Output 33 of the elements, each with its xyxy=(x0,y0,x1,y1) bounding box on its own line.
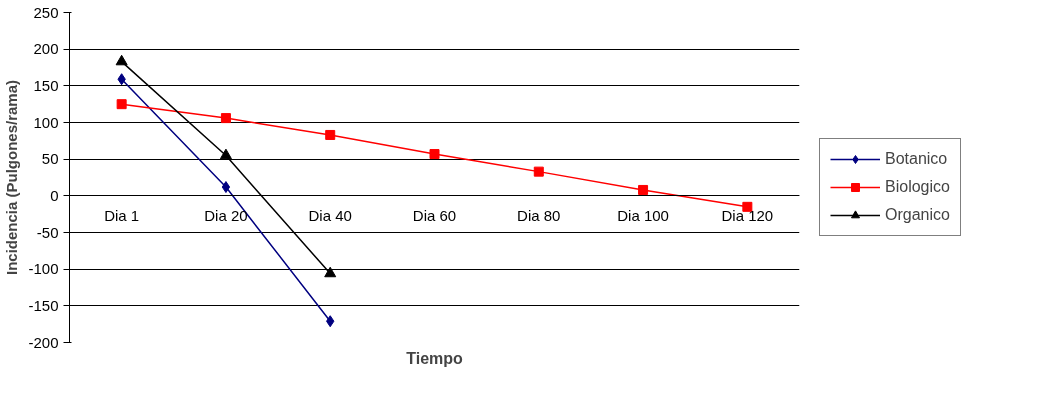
x-tick-label: Dia 40 xyxy=(308,206,352,224)
y-tick-label: 0 xyxy=(50,186,59,204)
point xyxy=(116,99,127,110)
x-tick-label: Dia 20 xyxy=(204,206,248,224)
legend-label: Botanico xyxy=(885,149,948,168)
point xyxy=(533,166,544,177)
y-tick-label: -200 xyxy=(28,333,59,351)
x-tick-label: Dia 1 xyxy=(104,206,140,224)
point xyxy=(219,148,232,160)
y-tick-label: 150 xyxy=(33,76,59,94)
x-axis-title: Tiempo xyxy=(406,349,464,367)
y-tick-label: 50 xyxy=(41,150,59,168)
y-tick-label: 100 xyxy=(33,113,59,131)
point xyxy=(429,149,440,160)
y-axis-title: Incidencia (Pulgones/rama) xyxy=(3,79,21,276)
point xyxy=(221,181,231,194)
point xyxy=(638,184,649,195)
y-tick-label: -150 xyxy=(28,296,59,314)
point xyxy=(742,201,753,212)
x-tick-label: Dia 120 xyxy=(721,206,774,224)
legend-label: Biologico xyxy=(885,177,950,196)
y-tick-label: 250 xyxy=(33,3,59,21)
y-tick-label: -100 xyxy=(28,260,59,278)
y-tick-label: -50 xyxy=(36,223,59,241)
point xyxy=(115,54,128,66)
point xyxy=(324,266,337,278)
x-tick-label: Dia 80 xyxy=(517,206,561,224)
y-tick-label: 200 xyxy=(33,40,59,58)
x-tick-label: Dia 100 xyxy=(617,206,669,224)
x-tick-label: Dia 60 xyxy=(412,206,457,224)
legend-label: Organico xyxy=(885,205,950,224)
point xyxy=(325,129,336,140)
point xyxy=(220,113,231,124)
